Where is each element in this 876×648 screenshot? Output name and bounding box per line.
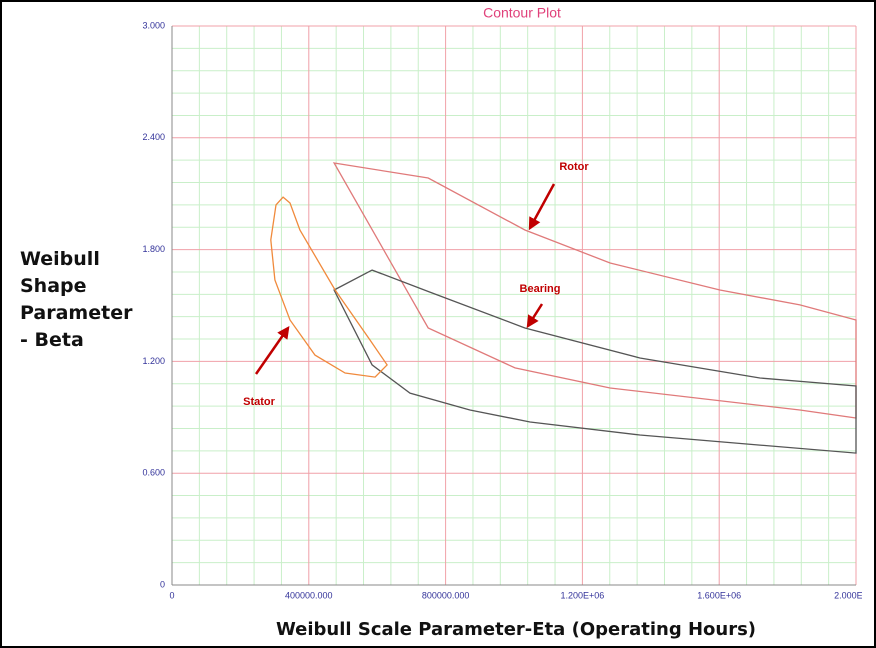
series-label: Stator (243, 396, 276, 408)
x-tick-label: 400000.000 (285, 590, 333, 600)
x-axis-label: Weibull Scale Parameter-Eta (Operating H… (275, 619, 757, 640)
contour-line (270, 196, 388, 378)
y-tick-label: 0 (160, 579, 165, 589)
y-tick-label: 2.400 (142, 132, 165, 142)
series-label: Rotor (559, 161, 589, 173)
y-tick-label: 3.000 (142, 20, 165, 30)
x-tick-label: 2.000E+06 (834, 590, 874, 600)
y-tick-label: 1.200 (142, 356, 165, 366)
y-tick-label: 0.600 (142, 468, 165, 478)
y-tick-label: 1.800 (142, 244, 165, 254)
x-tick-label: 1.200E+06 (561, 590, 605, 600)
contour-line (333, 269, 857, 454)
contour-line (332, 162, 857, 419)
y-axis-label: Weibull Shape Parameter - Beta (20, 248, 133, 351)
x-tick-label: 1.600E+06 (697, 590, 741, 600)
annotation-arrow (528, 183, 556, 231)
x-tick-label: 800000.000 (422, 590, 470, 600)
annotation-arrow (254, 325, 290, 375)
series-label: Bearing (520, 283, 561, 295)
annotation-arrow (526, 303, 544, 329)
chart-title: Contour Plot (483, 5, 561, 21)
x-tick-label: 0 (169, 590, 174, 600)
